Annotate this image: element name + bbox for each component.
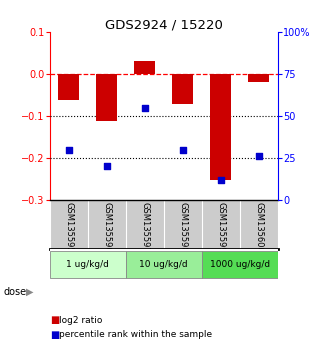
Bar	[126, 251, 202, 278]
Title: GDS2924 / 15220: GDS2924 / 15220	[105, 19, 223, 32]
Text: GSM135597: GSM135597	[140, 201, 149, 252]
Bar	[50, 251, 126, 278]
Text: GSM135595: GSM135595	[64, 201, 73, 252]
Point	[218, 177, 223, 183]
Bar	[202, 251, 278, 278]
Text: ■: ■	[50, 330, 59, 339]
Point	[104, 164, 109, 169]
Text: log2 ratio: log2 ratio	[59, 316, 103, 325]
Bar	[172, 74, 193, 104]
Text: percentile rank within the sample: percentile rank within the sample	[59, 330, 213, 339]
Text: 1000 ug/kg/d: 1000 ug/kg/d	[210, 260, 270, 269]
Point	[180, 147, 185, 153]
Text: dose: dose	[3, 287, 26, 297]
Point	[142, 105, 147, 110]
Text: 1 ug/kg/d: 1 ug/kg/d	[66, 260, 109, 269]
Point	[256, 154, 261, 159]
Text: GSM135599: GSM135599	[216, 201, 225, 252]
Bar	[58, 74, 79, 101]
Text: ■: ■	[50, 315, 59, 325]
Bar	[134, 61, 155, 74]
Text: ▶: ▶	[26, 287, 34, 297]
Point	[66, 147, 71, 153]
Bar	[96, 74, 117, 121]
Bar	[210, 74, 231, 180]
Bar	[248, 74, 269, 82]
Text: 10 ug/kg/d: 10 ug/kg/d	[139, 260, 188, 269]
Text: GSM135596: GSM135596	[102, 201, 111, 252]
Text: GSM135600: GSM135600	[254, 201, 263, 252]
Text: GSM135598: GSM135598	[178, 201, 187, 252]
